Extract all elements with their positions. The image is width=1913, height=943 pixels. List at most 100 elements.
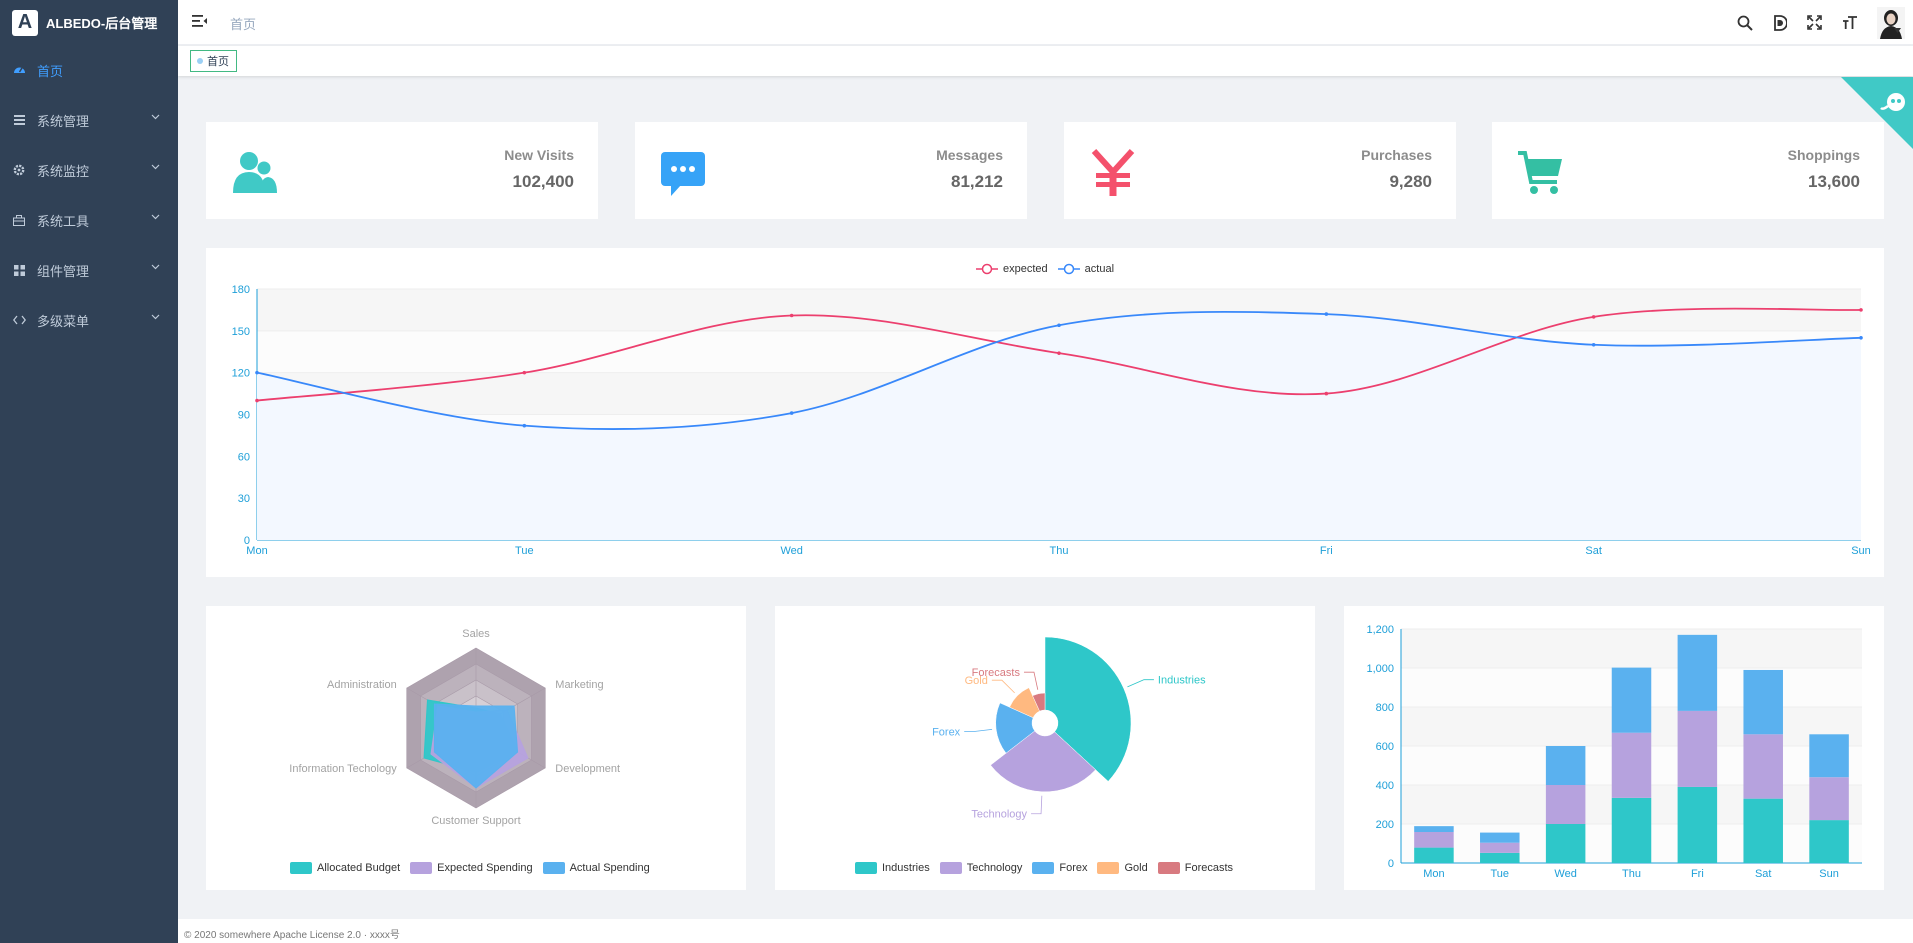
data-point-actual bbox=[1324, 312, 1329, 316]
pie-slice-label: Technology bbox=[971, 809, 1027, 821]
legend-label: Gold bbox=[1124, 862, 1148, 874]
legend-expected[interactable]: expected bbox=[976, 263, 1048, 275]
font-size-icon[interactable] bbox=[1832, 0, 1867, 45]
data-point-expected bbox=[255, 398, 259, 403]
github-corner-icon[interactable] bbox=[1841, 77, 1913, 149]
x-tick-label: Thu bbox=[1050, 545, 1069, 557]
sidebar-item-label: 组件管理 bbox=[37, 263, 90, 279]
sidebar-item-tools[interactable]: 系统工具 bbox=[0, 195, 178, 245]
legend-label: actual bbox=[1084, 263, 1115, 275]
bar-pageC bbox=[1414, 826, 1454, 832]
data-point-expected bbox=[522, 370, 527, 375]
x-tick-label: Fri bbox=[1691, 868, 1704, 880]
gear-icon bbox=[12, 163, 26, 177]
tags-view: 首页 bbox=[178, 46, 1913, 76]
line-chart: 0 30 60 90 120 150 180 Mon Tue Wed Thu Fri Sat Sun bbox=[232, 284, 1871, 557]
hamburger-icon[interactable] bbox=[192, 14, 208, 28]
pie-slice-industries bbox=[1044, 636, 1132, 782]
y-tick-label: 1,000 bbox=[1366, 663, 1394, 675]
fullscreen-icon[interactable] bbox=[1797, 0, 1832, 45]
search-icon[interactable] bbox=[1727, 0, 1762, 45]
pie-chart-card: Industries Technology Forex Gold Forecasts I… bbox=[775, 606, 1315, 890]
stat-value: 102,400 bbox=[512, 172, 574, 191]
stat-label: Purchases bbox=[1361, 147, 1432, 163]
stat-card-purchases[interactable]: Purchases 9,280 bbox=[1064, 122, 1456, 219]
radar-series-actual-spending bbox=[433, 703, 519, 789]
legend-industries[interactable]: Industries bbox=[855, 862, 930, 874]
bar-pageC bbox=[1809, 734, 1849, 778]
bar-pageB bbox=[1480, 842, 1520, 853]
y-tick-label: 60 bbox=[238, 451, 250, 463]
bar-pageA bbox=[1611, 797, 1652, 863]
sidebar-item-multilevel[interactable]: 多级菜单 bbox=[0, 295, 178, 345]
x-tick-label: Mon bbox=[246, 545, 267, 557]
caret-down-icon[interactable] bbox=[1894, 28, 1901, 33]
data-point-expected bbox=[789, 313, 794, 318]
line-chart-legend: expected actual bbox=[976, 263, 1114, 275]
bar-pageC bbox=[1611, 667, 1652, 733]
pie-slice-label: Industries bbox=[1158, 675, 1206, 687]
tag-dot bbox=[197, 58, 203, 64]
logo-icon: A bbox=[12, 9, 38, 36]
document-icon[interactable] bbox=[1762, 0, 1797, 45]
legend-technology[interactable]: Technology bbox=[939, 862, 1022, 874]
logo[interactable]: A ALBEDO-后台管理 bbox=[0, 0, 178, 45]
legend-label: Industries bbox=[882, 862, 930, 874]
x-tick-label: Wed bbox=[780, 545, 802, 557]
tag-home[interactable]: 首页 bbox=[190, 50, 237, 72]
bar-pageC bbox=[1480, 832, 1520, 843]
pie-legend: Industries Technology Forex Gold Forecas… bbox=[855, 862, 1233, 874]
legend-expected-spending[interactable]: Expected Spending bbox=[410, 862, 533, 874]
bar-pageC bbox=[1545, 746, 1586, 785]
sidebar-item-home[interactable]: 首页 bbox=[0, 45, 178, 95]
sidebar-item-label: 多级菜单 bbox=[37, 313, 90, 329]
y-tick-label: 0 bbox=[1388, 858, 1394, 870]
legend-allocated-budget[interactable]: Allocated Budget bbox=[290, 862, 400, 874]
bar-pageA bbox=[1414, 847, 1454, 863]
legend-forex[interactable]: Forex bbox=[1032, 862, 1087, 874]
avatar[interactable] bbox=[1877, 6, 1905, 39]
stat-card-messages[interactable]: Messages 81,212 bbox=[635, 122, 1027, 219]
data-point-actual bbox=[255, 370, 259, 375]
stat-card-visits[interactable]: New Visits 102,400 bbox=[206, 122, 598, 219]
stat-card-shoppings[interactable]: Shoppings 13,600 bbox=[1492, 122, 1884, 219]
pie-label-line bbox=[991, 679, 1015, 694]
data-point-expected bbox=[1859, 308, 1863, 312]
radar-chart: Sales Marketing Development Customer Suppor… bbox=[289, 628, 620, 827]
sidebar-item-label: 系统工具 bbox=[37, 213, 90, 229]
pie-slice-technology bbox=[990, 730, 1096, 793]
bar-pageB bbox=[1545, 785, 1586, 824]
radar-legend: Allocated Budget Expected Spending Actua… bbox=[290, 862, 650, 874]
legend-label: Forex bbox=[1059, 862, 1088, 874]
radar-indicator-label: Customer Support bbox=[431, 815, 520, 827]
y-tick-label: 1,200 bbox=[1366, 624, 1394, 636]
bar-pageA bbox=[1743, 798, 1783, 863]
legend-actual-spending[interactable]: Actual Spending bbox=[542, 862, 650, 874]
bar-pageA bbox=[1480, 852, 1520, 863]
radar-indicator-label: Sales bbox=[462, 628, 490, 640]
sidebar-item-components[interactable]: 组件管理 bbox=[0, 245, 178, 295]
y-tick-label: 30 bbox=[238, 493, 250, 505]
grid-band bbox=[1401, 629, 1862, 668]
app-title: ALBEDO-后台管理 bbox=[46, 16, 158, 31]
pie-slice-label: Forecasts bbox=[972, 667, 1021, 679]
breadcrumb: 首页 bbox=[230, 17, 257, 32]
data-point-expected bbox=[1591, 315, 1596, 319]
data-point-expected bbox=[1057, 351, 1061, 355]
sidebar-item-label: 系统监控 bbox=[37, 163, 90, 179]
y-tick-label: 180 bbox=[232, 284, 250, 296]
pie-slice-forecasts bbox=[1032, 692, 1046, 712]
footer: © 2020 somewhere Apache License 2.0 · xx… bbox=[178, 919, 1913, 943]
pie-label-line bbox=[1127, 679, 1154, 688]
legend-gold[interactable]: Gold bbox=[1097, 862, 1148, 874]
x-tick-label: Tue bbox=[1491, 868, 1510, 880]
sidebar-item-monitor[interactable]: 系统监控 bbox=[0, 145, 178, 195]
legend-actual[interactable]: actual bbox=[1057, 263, 1115, 275]
radar-chart-card: Sales Marketing Development Customer Suppor… bbox=[206, 606, 746, 890]
sidebar-item-system[interactable]: 系统管理 bbox=[0, 95, 178, 145]
navbar: 首页 bbox=[178, 0, 1913, 45]
legend-forecasts[interactable]: Forecasts bbox=[1157, 862, 1233, 874]
message-icon bbox=[661, 152, 705, 196]
legend-label: Actual Spending bbox=[569, 862, 650, 874]
